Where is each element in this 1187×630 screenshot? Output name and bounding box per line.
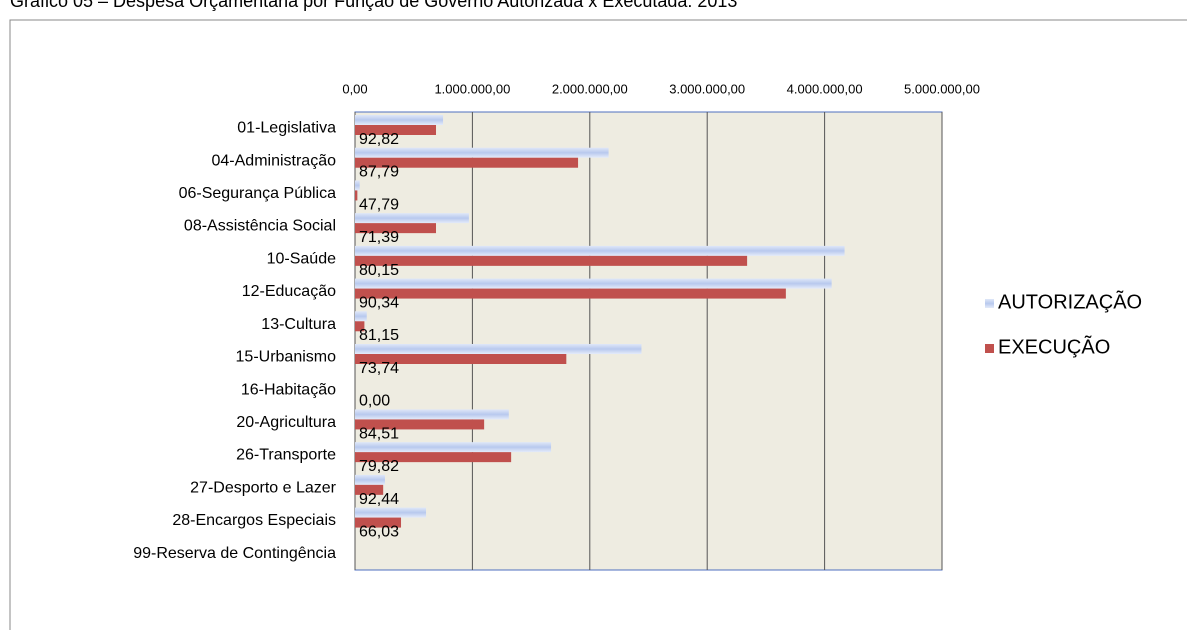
bar <box>355 507 427 518</box>
bar <box>355 484 384 495</box>
bar <box>355 517 402 528</box>
data-label: 87,79 <box>359 164 399 181</box>
data-label: 66,03 <box>359 524 399 541</box>
bar <box>355 452 512 463</box>
bar <box>355 255 748 266</box>
bar <box>355 474 385 485</box>
data-label: 80,15 <box>359 262 399 279</box>
x-tick-label: 5.000.000,00 <box>904 81 980 96</box>
bar <box>355 245 845 256</box>
y-tick-label: 13-Cultura <box>261 316 336 333</box>
bar <box>355 125 437 135</box>
bar <box>355 157 579 168</box>
data-label: 47,79 <box>359 196 399 213</box>
data-label: 0,00 <box>359 393 390 410</box>
data-label: 79,82 <box>359 458 399 475</box>
legend-label: AUTORIZAÇÃO <box>998 289 1142 313</box>
frame <box>9 19 1187 630</box>
bar <box>355 180 360 191</box>
x-tick-label: 0,00 <box>342 81 367 96</box>
y-tick-label: 27-Desporto e Lazer <box>190 479 337 496</box>
bar <box>355 288 786 299</box>
bar <box>355 409 509 420</box>
y-tick-label: 12-Educação <box>242 283 336 300</box>
legend-label: EXECUÇÃO <box>998 334 1110 358</box>
y-tick-label: 04-Administração <box>212 152 337 169</box>
y-tick-label: 08-Assistência Social <box>184 218 336 235</box>
bar <box>355 419 485 430</box>
data-label: 92,82 <box>359 131 399 148</box>
x-tick-label: 1.000.000,00 <box>434 81 510 96</box>
data-label: 84,51 <box>359 425 399 442</box>
bar <box>355 190 358 201</box>
data-label: 92,44 <box>359 491 399 508</box>
bar <box>355 344 642 354</box>
bar <box>355 115 444 125</box>
y-tick-label: 01-Legislativa <box>237 120 336 137</box>
bar <box>355 223 437 234</box>
y-tick-label: 06-Segurança Pública <box>179 185 337 202</box>
data-label: 71,39 <box>359 229 399 246</box>
y-tick-label: 20-Agricultura <box>236 414 336 431</box>
data-label: 73,74 <box>359 360 399 377</box>
x-tick-label: 2.000.000,00 <box>552 81 628 96</box>
y-tick-label: 26-Transporte <box>236 447 336 464</box>
bar <box>355 311 367 322</box>
data-label: 90,34 <box>359 295 399 312</box>
bar <box>355 278 832 289</box>
legend-swatch <box>985 344 994 353</box>
plot-area <box>354 111 943 571</box>
x-tick-label: 3.000.000,00 <box>669 81 745 96</box>
bar <box>355 354 567 364</box>
y-tick-label: 10-Saúde <box>267 250 336 267</box>
data-label: 81,15 <box>359 327 399 344</box>
x-tick-label: 4.000.000,00 <box>787 81 863 96</box>
y-tick-label: 16-Habitação <box>241 381 336 398</box>
y-tick-label: 15-Urbanismo <box>236 349 337 366</box>
bar <box>355 147 609 158</box>
bar <box>355 321 365 332</box>
legend-swatch <box>985 299 994 308</box>
y-tick-label: 99-Reserva de Contingência <box>133 545 336 562</box>
chart-title: Gráfico 05 – Despesa Orçamentária por Fu… <box>10 0 737 11</box>
bar <box>355 213 469 224</box>
bar <box>355 442 552 453</box>
y-tick-label: 28-Encargos Especiais <box>172 512 336 529</box>
